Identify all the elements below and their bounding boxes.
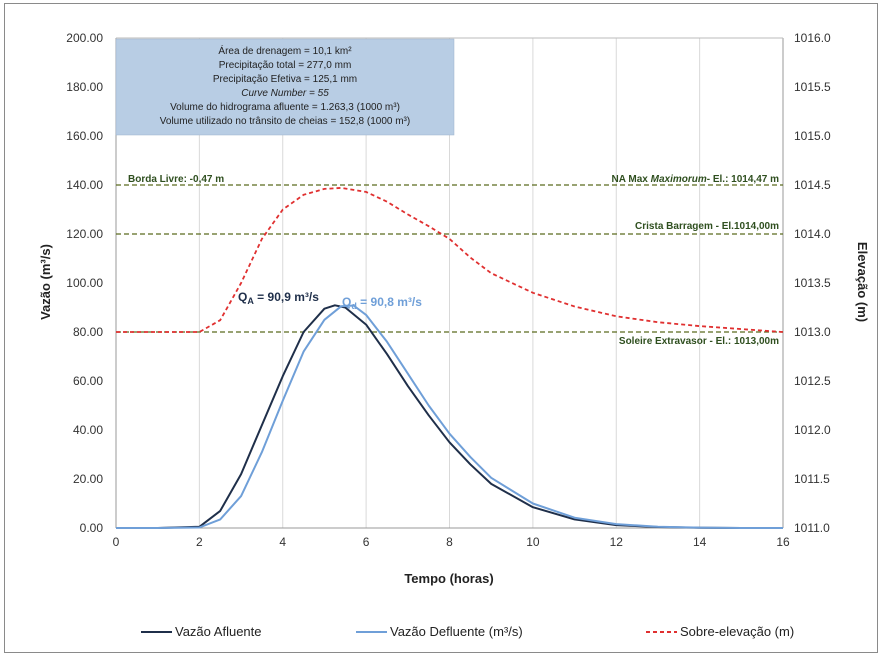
y2-tick-label: 1014.0: [794, 227, 831, 241]
info-line-drainage-area: Área de drenagem = 10,1 km²: [218, 44, 352, 57]
x-tick-label: 12: [610, 535, 624, 549]
x-tick-label: 16: [776, 535, 790, 549]
inflow-peak-value: = 90,9 m³/s: [254, 290, 319, 304]
x-axis-title: Tempo (horas): [404, 571, 493, 586]
y-tick-label: 40.00: [73, 423, 103, 437]
info-line-routing-volume: Volume utilizado no trânsito de cheias =…: [160, 116, 410, 127]
info-line-curve-number: Curve Number = 55: [241, 88, 329, 99]
y2-tick-label: 1011.0: [794, 521, 830, 535]
inflow-peak-sub: A: [247, 296, 254, 306]
outflow-peak-value: = 90,8 m³/s: [357, 295, 422, 309]
y-tick-label: 0.00: [80, 521, 104, 535]
outflow-peak-annotation: Qd = 90,8 m³/s: [342, 295, 422, 311]
inflow-peak-q: Q: [238, 290, 247, 304]
legend: Vazão Afluente Vazão Defluente (m³/s) So…: [141, 624, 794, 639]
y2-tick-label: 1011.5: [794, 472, 830, 486]
freeboard-label: Borda Livre: -0,47 m: [128, 174, 224, 185]
y2-axis-title: Elevação (m): [855, 242, 870, 322]
x-tick-label: 14: [693, 535, 707, 549]
y-tick-label: 200.00: [66, 31, 103, 45]
series-lines: [116, 186, 784, 529]
y2-tick-label: 1013.0: [794, 325, 831, 339]
y-tick-label: 140.00: [66, 178, 103, 192]
y-tick-label: 80.00: [73, 325, 103, 339]
spillway-sill-label: Soleire Extravasor - El.: 1013,00m: [619, 336, 779, 347]
y-tick-label: 180.00: [66, 80, 103, 94]
y-tick-label: 120.00: [66, 227, 103, 241]
legend-label-outflow: Vazão Defluente (m³/s): [390, 624, 523, 639]
legend-label-inflow: Vazão Afluente: [175, 624, 262, 639]
outflow-peak-sub: d: [351, 301, 357, 311]
inflow-peak-annotation: QA = 90,9 m³/s: [238, 290, 319, 306]
y-tick-label: 100.00: [66, 276, 103, 290]
x-tick-label: 6: [363, 535, 370, 549]
x-tick-label: 8: [446, 535, 453, 549]
legend-label-elevation: Sobre-elevação (m): [680, 624, 794, 639]
y2-tick-label: 1014.5: [794, 178, 831, 192]
y-axis-title: Vazão (m³/s): [38, 244, 53, 320]
y-tick-label: 160.00: [66, 129, 103, 143]
y2-tick-label: 1015.5: [794, 80, 831, 94]
max-water-level-label: NA Max Maximorum- El.: 1014,47 m: [612, 174, 780, 185]
y2-tick-label: 1015.0: [794, 129, 831, 143]
series-line-2: [116, 186, 784, 333]
info-line-total-precipitation: Precipitação total = 277,0 mm: [219, 60, 352, 71]
max-water-level-label-part-1: NA Max: [612, 174, 651, 185]
max-water-level-label-part-2: Maximorum: [651, 174, 707, 185]
max-water-level-label-part-3: - El.: 1014,47 m: [707, 174, 779, 185]
y-tick-label: 60.00: [73, 374, 103, 388]
info-box: Área de drenagem = 10,1 km² Precipitação…: [115, 38, 455, 136]
x-tick-label: 10: [526, 535, 540, 549]
y2-tick-label: 1012.5: [794, 374, 831, 388]
tick-labels: 0 2 4 6 8 10 12 14 160.0020.0040.0060.0080.00100…: [66, 31, 831, 549]
outflow-peak-q: Q: [342, 295, 351, 309]
y2-tick-label: 1013.5: [794, 276, 831, 290]
y2-tick-label: 1012.0: [794, 423, 831, 437]
reference-lines: [116, 184, 783, 333]
series-line-1: [116, 304, 783, 529]
x-tick-label: 2: [196, 535, 203, 549]
x-tick-label: 4: [279, 535, 286, 549]
info-line-effective-precipitation: Precipitação Efetiva = 125,1 mm: [213, 74, 357, 85]
y2-tick-label: 1016.0: [794, 31, 831, 45]
x-tick-label: 0: [113, 535, 120, 549]
dam-crest-label: Crista Barragem - El.1014,00m: [635, 221, 779, 232]
info-box-background: [115, 38, 455, 136]
info-line-inflow-volume: Volume do hidrograma afluente = 1.263,3 …: [170, 102, 400, 113]
y-tick-label: 20.00: [73, 472, 103, 486]
